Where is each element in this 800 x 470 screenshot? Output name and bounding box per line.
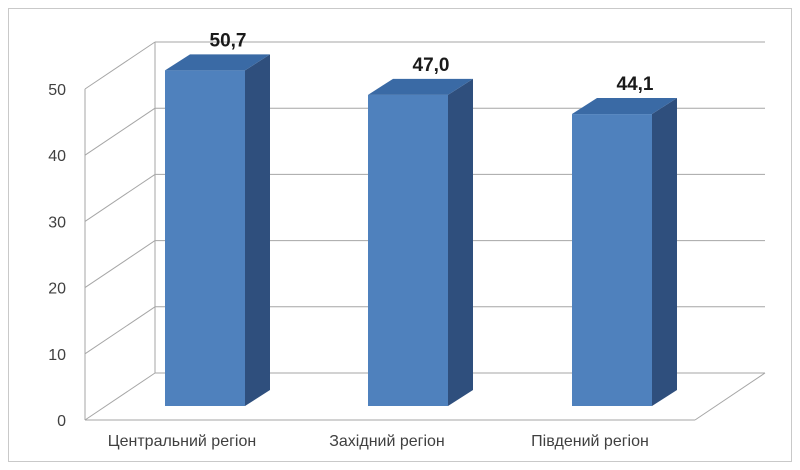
- y-tick-label: 50: [48, 82, 66, 99]
- bar-side: [448, 78, 473, 407]
- y-tick-label: 30: [48, 214, 66, 231]
- data-labels: 50,7 47,0 44,1: [210, 30, 654, 95]
- bar: [165, 70, 245, 406]
- y-tick-label: 10: [48, 347, 66, 364]
- bar-top: [572, 98, 677, 115]
- y-tick-label: 40: [48, 148, 66, 165]
- x-axis-categories: Центральний регіон Західний регіон Південи…: [108, 433, 649, 450]
- y-tick-label: 20: [48, 281, 66, 298]
- y-axis-ticks: 0 10 20 30 40 50: [48, 82, 66, 430]
- gridline-diagonal: [84, 41, 156, 90]
- x-category-label: Південий регіон: [531, 433, 649, 450]
- x-category-label: Західний регіон: [329, 433, 445, 450]
- bar-top: [165, 54, 270, 71]
- floor-right-edge: [694, 372, 766, 421]
- data-label: 50,7: [210, 30, 247, 51]
- bar: [572, 114, 652, 407]
- gridline-diagonal: [84, 173, 156, 222]
- gridline-diagonal: [84, 107, 156, 156]
- gridline-diagonal: [84, 240, 156, 289]
- bar: [368, 94, 448, 407]
- x-category-label: Центральний регіон: [108, 433, 256, 450]
- bar-side: [245, 54, 270, 407]
- y-tick-label: 0: [57, 413, 66, 430]
- bar-side: [652, 98, 677, 407]
- data-label: 44,1: [617, 74, 654, 95]
- bars: [165, 54, 677, 407]
- gridline-diagonal: [84, 372, 156, 421]
- data-label: 47,0: [413, 55, 450, 76]
- bar-top: [368, 78, 473, 95]
- gridline-diagonal: [84, 306, 156, 355]
